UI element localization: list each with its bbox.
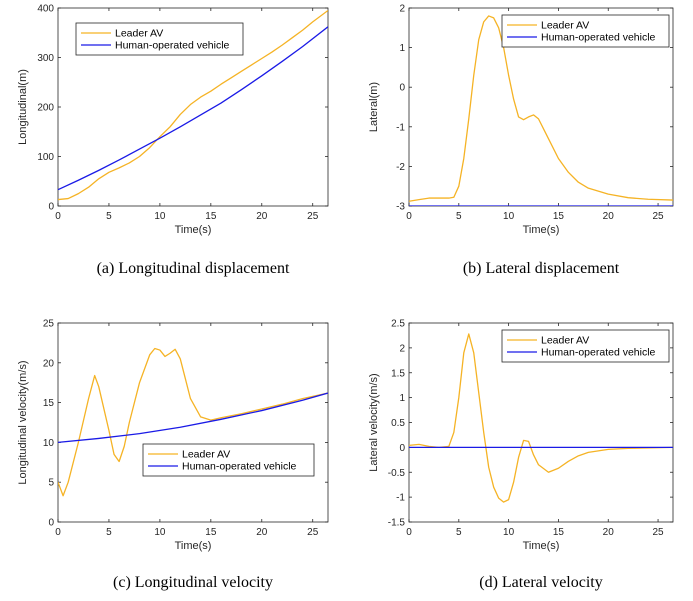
series-line-leader-av xyxy=(409,15,673,202)
x-tick-label: 15 xyxy=(205,527,217,538)
y-tick-label: 2 xyxy=(399,4,405,15)
x-tick-label: 0 xyxy=(55,211,61,222)
x-axis-label: Time(s) xyxy=(523,224,560,236)
legend-entry: Leader AV xyxy=(541,335,589,347)
figure-caption: (b) Lateral displacement xyxy=(463,260,620,277)
y-tick-label: -0.5 xyxy=(388,468,406,479)
chart-panel-1: 0 5 10 15 20 25 -3 -2 -1 0 1 2 Time(s) Lateral(m) Lead… xyxy=(368,4,674,277)
y-tick-label: 100 xyxy=(37,152,54,163)
x-tick-label: 25 xyxy=(652,527,664,538)
legend-box xyxy=(501,14,670,48)
x-tick-label: 10 xyxy=(503,527,515,538)
x-axis-label: Time(s) xyxy=(175,224,212,236)
y-axis-label: Longitudinal(m) xyxy=(17,69,29,145)
y-tick-label: 5 xyxy=(48,478,54,489)
x-tick-label: 10 xyxy=(154,211,166,222)
legend-entry: Leader AV xyxy=(115,28,163,40)
y-tick-label: 1 xyxy=(399,393,405,404)
legend-entry: Human-operated vehicle xyxy=(182,461,297,473)
x-tick-label: 0 xyxy=(406,211,412,222)
y-tick-label: 2 xyxy=(399,343,405,354)
legend-entry: Human-operated vehicle xyxy=(541,347,656,359)
y-tick-label: 15 xyxy=(43,398,55,409)
y-tick-label: -1 xyxy=(396,493,405,504)
x-tick-label: 15 xyxy=(205,211,217,222)
legend-entry: Human-operated vehicle xyxy=(115,40,230,52)
x-tick-label: 5 xyxy=(106,527,112,538)
legend-entry: Leader AV xyxy=(182,449,230,461)
y-tick-label: 1 xyxy=(399,43,405,54)
x-tick-label: 20 xyxy=(603,527,615,538)
series-line-leader-av xyxy=(58,347,328,497)
y-tick-label: -3 xyxy=(396,202,405,213)
x-tick-label: 0 xyxy=(55,527,61,538)
series-line-human-vehicle xyxy=(58,26,328,191)
y-axis-label: Lateral(m) xyxy=(368,82,380,132)
x-tick-label: 15 xyxy=(553,211,565,222)
legend-box xyxy=(142,443,315,477)
y-axis-label: Lateral velocity(m/s) xyxy=(368,373,380,471)
legend-box xyxy=(501,329,670,363)
figure-caption: (d) Lateral velocity xyxy=(479,574,603,591)
x-tick-label: 5 xyxy=(456,211,462,222)
y-axis-label: Longitudinal velocity(m/s) xyxy=(17,360,29,484)
legend-box xyxy=(75,22,244,56)
x-tick-label: 5 xyxy=(106,211,112,222)
y-tick-label: 0 xyxy=(48,202,54,213)
legend-entry: Leader AV xyxy=(541,20,589,32)
chart-panel-2: 0 5 10 15 20 25 0 5 10 15 20 25 Time(s) Longitudinal … xyxy=(17,319,329,591)
x-axis-label: Time(s) xyxy=(175,540,212,552)
plot-frame xyxy=(57,322,329,523)
y-tick-label: 400 xyxy=(37,4,54,15)
x-tick-label: 10 xyxy=(154,527,166,538)
x-tick-label: 25 xyxy=(307,527,319,538)
y-tick-label: 200 xyxy=(37,103,54,114)
x-tick-label: 20 xyxy=(256,527,268,538)
x-tick-label: 25 xyxy=(307,211,319,222)
y-tick-label: 1.5 xyxy=(391,368,405,379)
series-line-human-vehicle xyxy=(58,392,328,444)
x-tick-label: 20 xyxy=(256,211,268,222)
x-tick-label: 5 xyxy=(456,527,462,538)
y-tick-label: 0 xyxy=(48,518,54,529)
x-tick-label: 10 xyxy=(503,211,515,222)
chart-panel-3: 0 5 10 15 20 25 -1.5 -1 -0.5 0 0.5 1 1.5 2 2.5 Time(s) L… xyxy=(368,319,674,591)
series-line-leader-av xyxy=(409,333,673,503)
figure-caption: (a) Longitudinal displacement xyxy=(97,260,290,277)
y-tick-label: -1 xyxy=(396,122,405,133)
x-tick-label: 20 xyxy=(603,211,615,222)
y-tick-label: 0.5 xyxy=(391,418,405,429)
figure-caption: (c) Longitudinal velocity xyxy=(113,574,273,591)
y-tick-label: 2.5 xyxy=(391,319,405,330)
chart-panel-0: 0 5 10 15 20 25 0 100 200 300 400 Time(s) Longitudin… xyxy=(17,4,329,277)
y-tick-label: 20 xyxy=(43,358,55,369)
x-tick-label: 15 xyxy=(553,527,565,538)
series-line-leader-av xyxy=(58,9,328,201)
y-tick-label: 10 xyxy=(43,438,55,449)
x-tick-label: 0 xyxy=(406,527,412,538)
y-tick-label: 25 xyxy=(43,319,55,330)
x-axis-label: Time(s) xyxy=(523,540,560,552)
y-tick-label: 300 xyxy=(37,53,54,64)
y-tick-label: -1.5 xyxy=(388,518,406,529)
x-tick-label: 25 xyxy=(652,211,664,222)
y-tick-label: -2 xyxy=(396,162,405,173)
legend-entry: Human-operated vehicle xyxy=(541,32,656,44)
y-tick-label: 0 xyxy=(399,443,405,454)
y-tick-label: 0 xyxy=(399,83,405,94)
